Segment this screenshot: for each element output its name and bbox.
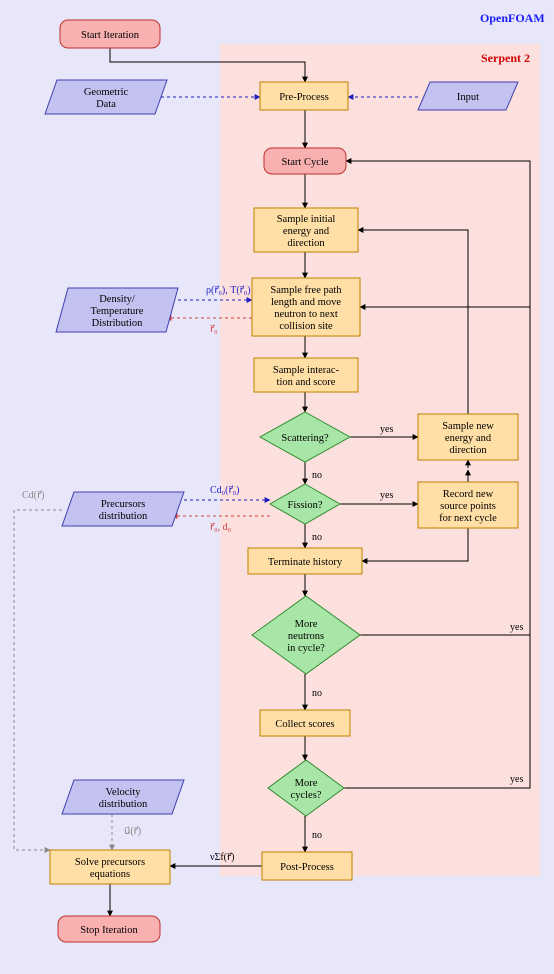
svg-text:Solve precursors: Solve precursors [75,857,145,868]
svg-text:equations: equations [90,869,130,880]
edge-label: no [312,532,322,543]
svg-text:Density/: Density/ [99,294,135,305]
svg-text:Distribution: Distribution [92,318,144,329]
svg-text:direction: direction [287,238,325,249]
svg-text:Terminate history: Terminate history [268,557,343,568]
node-sample3: Sample interac-tion and score [254,358,358,392]
svg-text:energy and: energy and [283,226,330,237]
node-newenergy: Sample newenergy anddirection [418,414,518,460]
svg-text:neutron to next: neutron to next [274,309,338,320]
edge-label: yes [380,490,393,501]
svg-text:energy and: energy and [445,433,492,444]
node-dens: Density/TemperatureDistribution [56,288,178,332]
svg-text:Sample new: Sample new [442,421,494,432]
edge-label: yes [510,622,523,633]
edge-label: no [312,688,322,699]
node-geom: GeometricData [45,80,167,114]
svg-text:Sample interac-: Sample interac- [273,365,340,376]
svg-text:Data: Data [96,99,116,110]
svg-text:collision site: collision site [279,321,333,332]
svg-text:Serpent 2: Serpent 2 [481,51,530,65]
svg-text:Fission?: Fission? [287,500,322,511]
svg-text:Temperature: Temperature [91,306,144,317]
node-prec: Precursorsdistribution [62,492,184,526]
node-collect: Collect scores [260,710,350,736]
edge-label: u⃗(r⃗) [124,826,141,837]
svg-text:Sample initial: Sample initial [277,214,336,225]
edge-label: yes [380,424,393,435]
node-stop: Stop Iteration [58,916,160,942]
svg-text:Stop Iteration: Stop Iteration [80,925,138,936]
svg-text:in cycle?: in cycle? [287,643,325,654]
edge-label: νΣf(r⃗) [210,852,234,863]
edge-label: no [312,470,322,481]
svg-text:for next cycle: for next cycle [439,513,497,524]
node-input: Input [418,82,518,110]
svg-text:Start Iteration: Start Iteration [81,30,140,41]
node-post: Post-Process [262,852,352,880]
node-startcycle: Start Cycle [264,148,346,174]
svg-text:Post-Process: Post-Process [280,862,334,873]
svg-text:cycles?: cycles? [291,790,322,801]
node-record: Record newsource pointsfor next cycle [418,482,518,528]
edge-label: Cd₀(r⃗₀) [210,485,239,496]
node-preproc: Pre-Process [260,82,348,110]
edge-label: ρ(r⃗₀), T(r⃗₀) [206,285,251,296]
edge-label: no [312,830,322,841]
svg-text:Record new: Record new [443,489,494,500]
svg-text:Sample free path: Sample free path [270,285,342,296]
node-vel: Velocitydistribution [62,780,184,814]
svg-text:More: More [295,778,318,789]
edge-label: r⃗₀ [210,324,218,335]
svg-text:source points: source points [440,501,496,512]
edge-label: yes [510,774,523,785]
svg-text:distribution: distribution [99,511,148,522]
node-sample1: Sample initialenergy anddirection [254,208,358,252]
svg-text:Input: Input [457,92,479,103]
svg-text:length and move: length and move [271,297,341,308]
edge-label: r⃗₀, d₀ [210,522,232,533]
svg-text:Pre-Process: Pre-Process [279,92,329,103]
svg-text:More: More [295,619,318,630]
svg-text:Geometric: Geometric [84,87,129,98]
svg-text:distribution: distribution [99,799,148,810]
node-term: Terminate history [248,548,362,574]
svg-text:Velocity: Velocity [106,787,142,798]
svg-text:Collect scores: Collect scores [275,719,334,730]
node-solve: Solve precursorsequations [50,850,170,884]
svg-text:direction: direction [449,445,487,456]
edge-label: Cd(r⃗) [22,490,44,501]
svg-text:Precursors: Precursors [101,499,145,510]
svg-text:Start Cycle: Start Cycle [282,157,329,168]
svg-text:neutrons: neutrons [288,631,324,642]
node-sample2: Sample free pathlength and moveneutron t… [252,278,360,336]
svg-text:Scattering?: Scattering? [281,433,329,444]
svg-text:tion and score: tion and score [277,377,336,388]
svg-text:OpenFOAM: OpenFOAM [480,11,545,25]
node-n1: Start Iteration [60,20,160,48]
